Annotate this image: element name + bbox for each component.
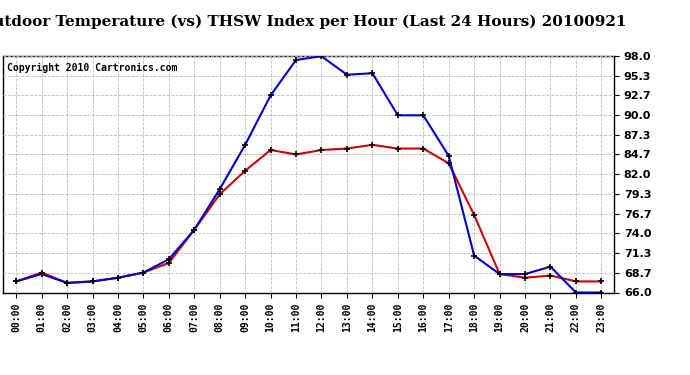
- Text: Copyright 2010 Cartronics.com: Copyright 2010 Cartronics.com: [6, 63, 177, 74]
- Text: Outdoor Temperature (vs) THSW Index per Hour (Last 24 Hours) 20100921: Outdoor Temperature (vs) THSW Index per …: [0, 15, 627, 29]
